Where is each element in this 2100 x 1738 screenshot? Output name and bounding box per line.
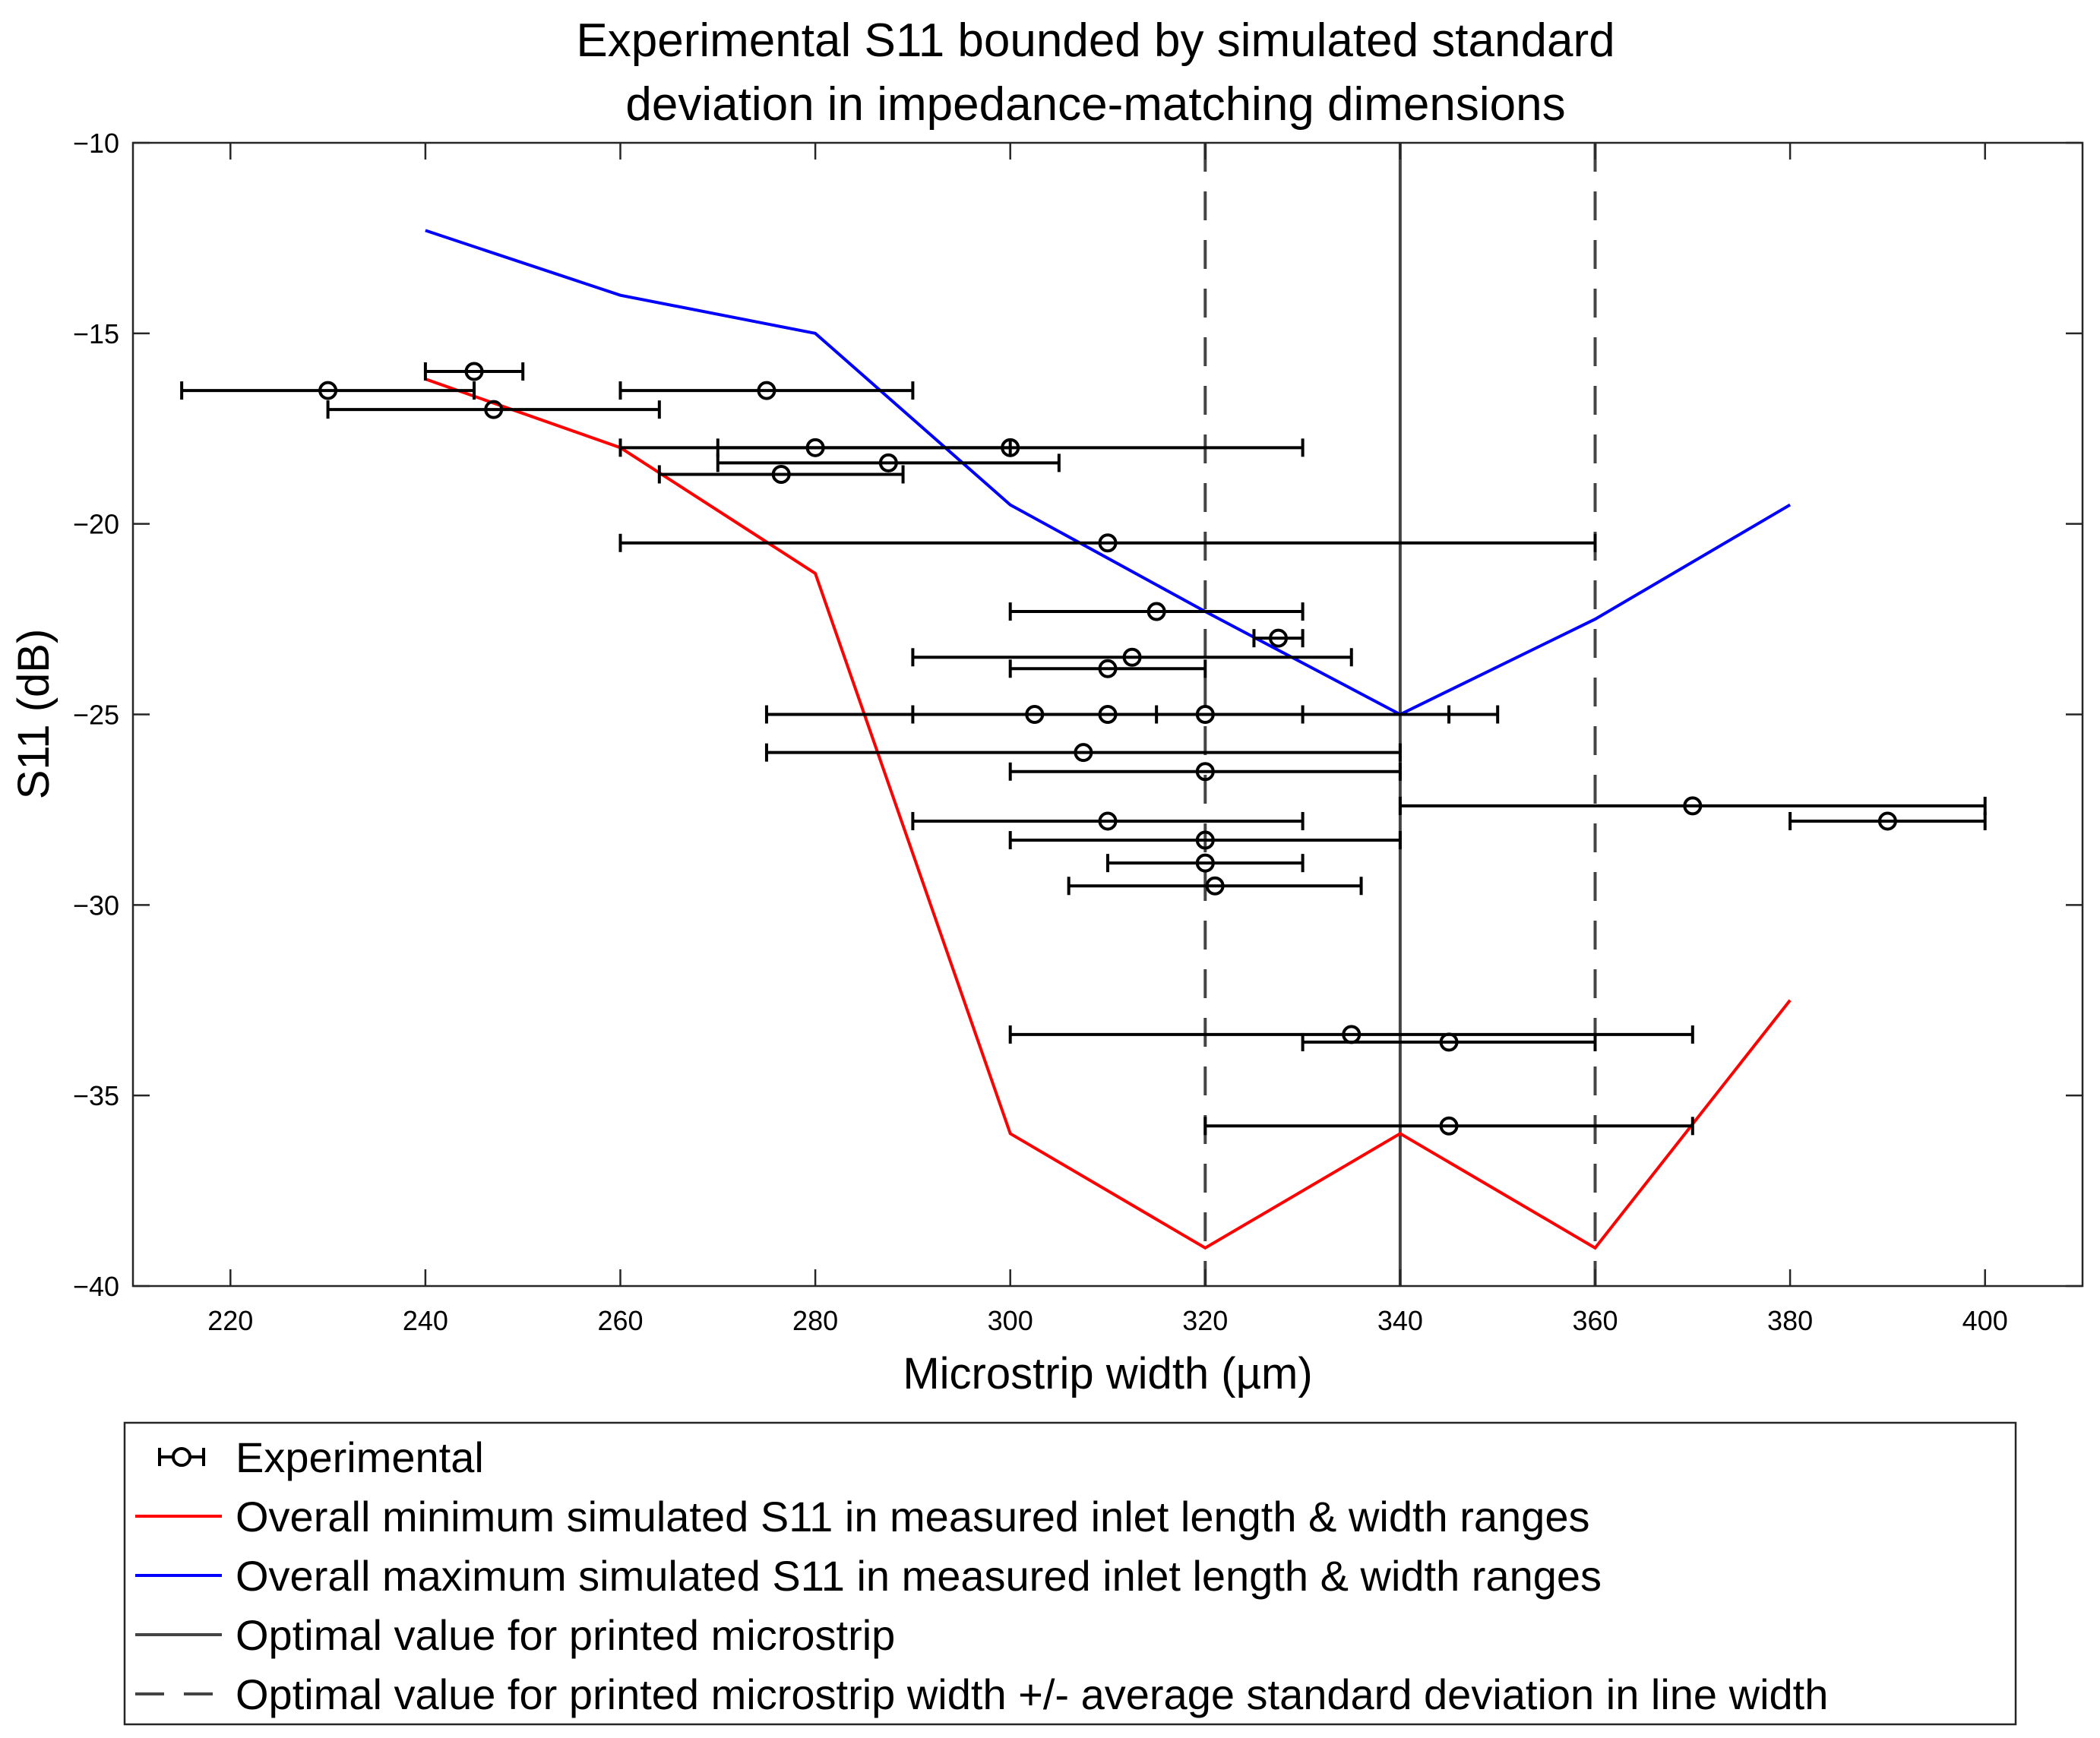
experimental-point-15 [1155, 705, 1500, 724]
data-marker [484, 400, 504, 419]
x-tick-label-400: 400 [1962, 1305, 2008, 1336]
experimental-point-23 [1067, 876, 1363, 896]
data-marker [1205, 876, 1225, 896]
data-marker [771, 464, 791, 484]
max-simulated-line [425, 229, 1792, 716]
y-tick-label--20: −20 [73, 509, 119, 540]
legend-label-optimal: Optimal value for printed microstrip [236, 1611, 895, 1659]
y-tick-label--10: −10 [73, 128, 119, 159]
y-tick-label--40: −40 [73, 1271, 119, 1302]
x-tick-label-380: 380 [1767, 1305, 1813, 1336]
experimental-point-18 [1398, 796, 1987, 816]
x-tick-label-320: 320 [1182, 1305, 1228, 1336]
x-tick-label-340: 340 [1377, 1305, 1423, 1336]
experimental-point-7 [657, 464, 905, 484]
data-marker [1098, 659, 1118, 678]
y-tick-label--30: −30 [73, 890, 119, 921]
y-tick-label--35: −35 [73, 1080, 119, 1111]
experimental-point-25 [1301, 1032, 1597, 1052]
data-marker [1195, 830, 1215, 850]
data-marker [1098, 811, 1118, 831]
data-marker [878, 453, 898, 472]
experimental-point-10 [1252, 628, 1305, 648]
experimental-point-19 [1788, 811, 1987, 831]
experimental-point-22 [1106, 853, 1305, 873]
x-tick-label-300: 300 [988, 1305, 1033, 1336]
chart-title-line-2: deviation in impedance-matching dimensio… [625, 78, 1565, 131]
data-marker [1195, 853, 1215, 873]
data-marker [1683, 796, 1703, 816]
x-tick-label-220: 220 [207, 1305, 253, 1336]
experimental-point-0 [423, 362, 525, 381]
data-marker [1195, 705, 1215, 724]
legend: Experimental Overall minimum simulated S… [123, 1421, 2017, 1726]
plot-area [180, 143, 1987, 1286]
experimental-point-24 [1008, 1025, 1694, 1044]
experimental-point-26 [1203, 1116, 1694, 1136]
data-marker [1098, 533, 1118, 553]
experimental-point-11 [911, 647, 1353, 667]
data-marker [757, 381, 776, 400]
x-tick-label-240: 240 [403, 1305, 448, 1336]
experimental-point-16 [764, 743, 1402, 763]
legend-label-minimum: Overall minimum simulated S11 in measure… [236, 1493, 1589, 1540]
data-marker [1098, 705, 1118, 724]
experimental-point-6 [716, 453, 1061, 472]
experimental-point-17 [1008, 762, 1402, 782]
data-marker [1439, 1032, 1459, 1052]
y-axis-label: S11 (dB) [9, 629, 59, 800]
legend-swatch-experimental [158, 1447, 205, 1467]
data-marker [1074, 743, 1093, 763]
data-marker [464, 362, 484, 381]
experimental-point-21 [1008, 830, 1402, 850]
x-tick-label-360: 360 [1572, 1305, 1618, 1336]
data-marker [1439, 1116, 1459, 1136]
y-tick-label--25: −25 [73, 700, 119, 731]
experimental-point-5 [716, 438, 1305, 457]
experimental-point-8 [618, 533, 1597, 553]
data-marker [1001, 438, 1020, 457]
x-tick-label-280: 280 [792, 1305, 838, 1336]
data-marker [1269, 628, 1289, 648]
axis-ticks: 220 240 260 280 300 320 340 360 380 400 −10 −15 −20 −… [73, 128, 2083, 1336]
experimental-point-12 [1008, 659, 1207, 678]
y-tick-label--15: −15 [73, 318, 119, 349]
experimental-point-3 [618, 381, 915, 400]
legend-label-experimental: Experimental [236, 1433, 484, 1481]
chart-title-line-1: Experimental S11 bounded by simulated st… [576, 14, 1615, 67]
legend-label-maximum: Overall maximum simulated S11 in measure… [236, 1552, 1602, 1600]
experimental-point-20 [911, 811, 1305, 831]
x-tick-label-260: 260 [597, 1305, 643, 1336]
data-marker [1195, 762, 1215, 782]
data-marker [1877, 811, 1897, 831]
data-marker [1122, 647, 1142, 667]
legend-box [123, 1421, 2017, 1726]
data-marker [1146, 602, 1166, 621]
data-marker [318, 381, 338, 400]
experimental-point-2 [326, 400, 661, 419]
legend-label-optimal-std: Optimal value for printed microstrip wid… [236, 1670, 1828, 1718]
x-axis-label: Microstrip width (µm) [903, 1349, 1312, 1398]
min-simulated-line [425, 378, 1792, 1250]
experimental-point-1 [180, 381, 476, 400]
experimental-point-9 [1008, 602, 1305, 621]
